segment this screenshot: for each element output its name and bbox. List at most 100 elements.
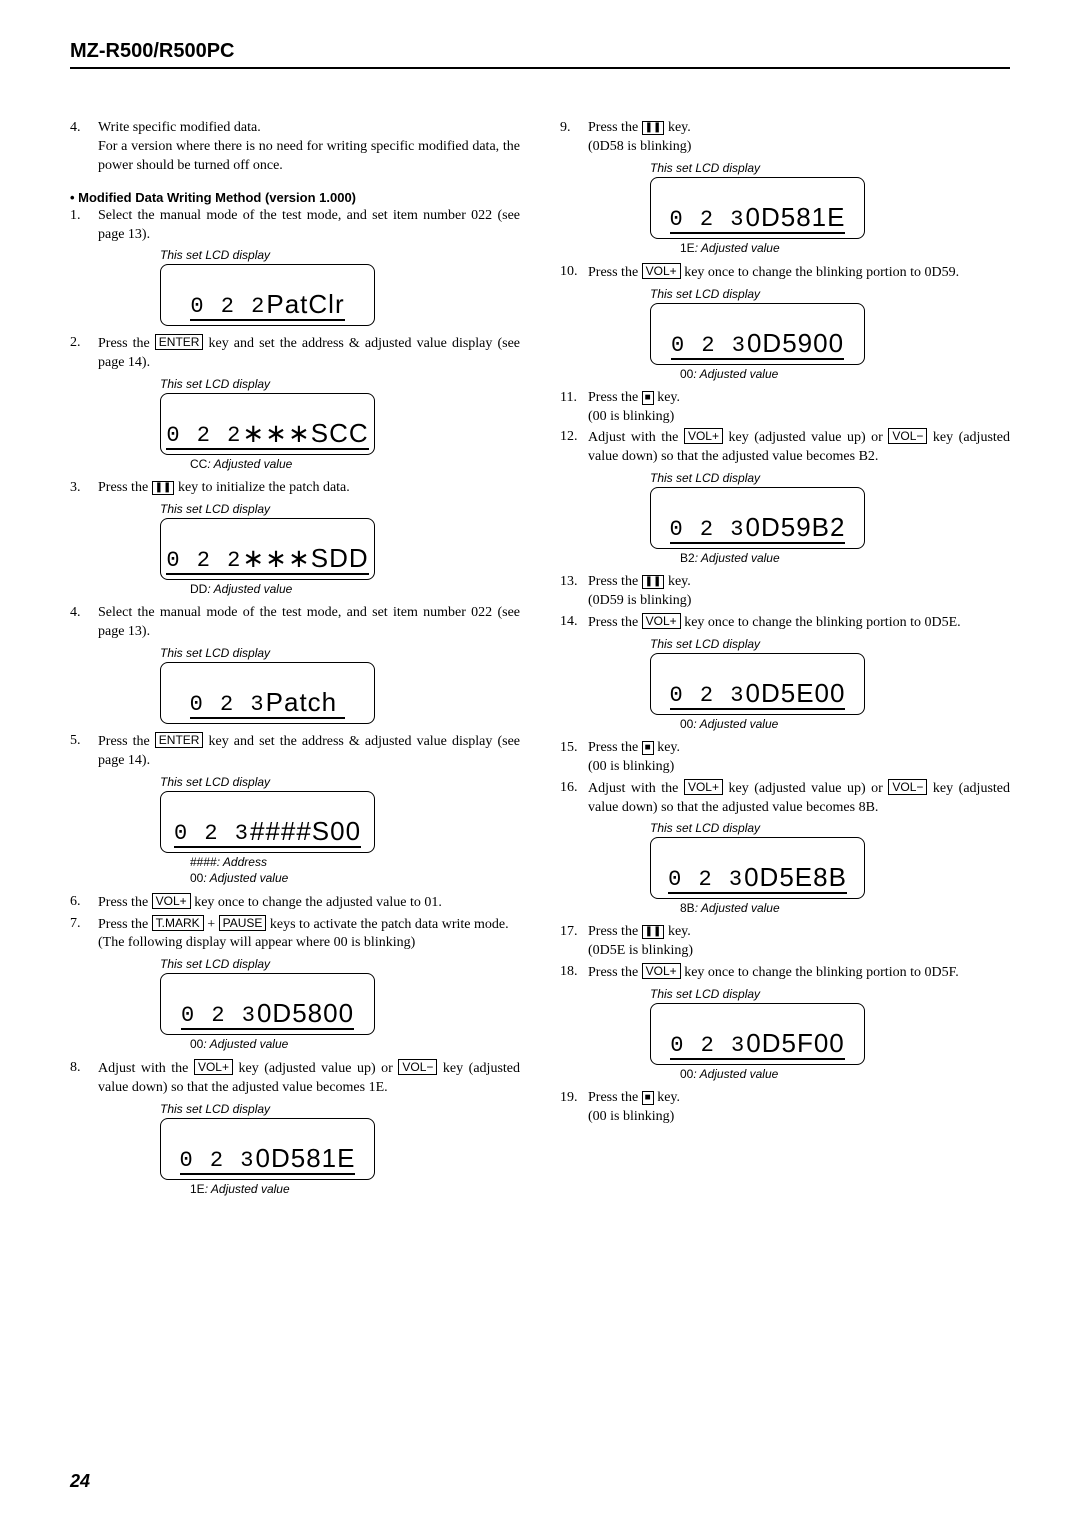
lcd-main: ####S00 [250,816,361,846]
step-number: 19. [560,1089,588,1127]
lcd-caption: This set LCD display [160,957,520,971]
lcd-main: ∗∗∗SDD [242,543,368,573]
lcd-note: 00: Adjusted value [680,717,1010,731]
lcd-display: 0 2 30D5900 [650,303,865,365]
step-4-intro: 4. Write specific modified data. For a v… [70,119,520,176]
step-number: 16. [560,779,588,818]
step-13: 13. Press the ❚❚ key.(0D59 is blinking) [560,573,1010,611]
lcd-block: This set LCD display 0 2 2PatClr [160,248,520,326]
lcd-caption: This set LCD display [160,775,520,789]
step-text: key to initialize the patch data. [174,480,349,495]
lcd-main: 0D581E [746,202,846,232]
step-number: 8. [70,1059,98,1098]
key-vol-plus: VOL+ [684,428,723,444]
step-6: 6. Press the VOL+ key once to change the… [70,893,520,913]
key-vol-minus: VOL− [398,1059,437,1075]
step-text: Press the [588,1090,642,1105]
step-text: Select the manual mode of the test mode,… [98,207,520,245]
right-column: 9. Press the ❚❚ key.(0D58 is blinking) T… [560,119,1010,1204]
lcd-caption: This set LCD display [650,637,1010,651]
step-text: Press the [98,734,155,749]
left-column: 4. Write specific modified data. For a v… [70,119,520,1204]
lcd-note: ####: Address [190,855,520,869]
lcd-note: 00: Adjusted value [680,367,1010,381]
lcd-block: This set LCD display 0 2 30D5F00 00: Adj… [650,987,1010,1081]
step-text: Press the [588,120,642,135]
step-number: 9. [560,119,588,157]
pause-icon: ❚❚ [642,575,665,589]
lcd-main: 0D5900 [747,328,844,358]
lcd-block: This set LCD display 0 2 3####S00 ####: … [160,775,520,885]
stop-icon: ■ [642,391,654,405]
lcd-caption: This set LCD display [650,287,1010,301]
step-text: key. [664,924,690,939]
lcd-display: 0 2 2∗∗∗SCC [160,393,375,455]
step-number: 4. [70,119,98,176]
step-number: 11. [560,389,588,427]
lcd-prefix: 0 2 3 [180,1148,256,1173]
page-number: 24 [70,1471,90,1492]
lcd-note: 00: Adjusted value [190,871,520,885]
step-17: 17. Press the ❚❚ key.(0D5E is blinking) [560,923,1010,961]
lcd-block: This set LCD display 0 2 30D581E 1E: Adj… [650,161,1010,255]
lcd-display: 0 2 30D5E8B [650,837,865,899]
step-15: 15. Press the ■ key.(00 is blinking) [560,739,1010,777]
lcd-caption: This set LCD display [160,248,520,262]
stop-icon: ■ [642,1091,654,1105]
key-vol-plus: VOL+ [152,893,191,909]
step-text: For a version where there is no need for… [98,139,520,173]
lcd-main: 0D5E8B [744,862,847,892]
step-text: Press the [98,480,152,495]
step-text: Write specific modified data. [98,120,261,135]
lcd-note: 00: Adjusted value [190,1037,520,1051]
step-10: 10. Press the VOL+ key once to change th… [560,263,1010,283]
lcd-display: 0 2 30D5800 [160,973,375,1035]
lcd-note: B2: Adjusted value [680,551,1010,565]
step-2: 2. Press the ENTER key and set the addre… [70,334,520,373]
lcd-prefix: 0 2 2 [166,548,242,573]
page-header: MZ-R500/R500PC [70,40,1010,69]
step-1: 1. Select the manual mode of the test mo… [70,207,520,245]
lcd-display: 0 2 30D581E [650,177,865,239]
lcd-prefix: 0 2 3 [670,517,746,542]
lcd-caption: This set LCD display [650,471,1010,485]
key-vol-plus: VOL+ [642,613,681,629]
step-number: 3. [70,479,98,498]
step-text: key. [654,740,680,755]
step-number: 4. [70,604,98,642]
step-text: Press the [98,917,152,932]
step-16: 16. Adjust with the VOL+ key (adjusted v… [560,779,1010,818]
step-14: 14. Press the VOL+ key once to change th… [560,613,1010,633]
step-text: Press the [588,265,642,280]
lcd-prefix: 0 2 3 [668,867,744,892]
step-text: keys to activate the patch data write mo… [266,917,508,932]
lcd-prefix: 0 2 2 [166,423,242,448]
step-text: key. [654,390,680,405]
step-19: 19. Press the ■ key.(00 is blinking) [560,1089,1010,1127]
step-text: Press the [98,336,155,351]
lcd-main: Patch [266,687,338,717]
lcd-prefix: 0 2 3 [670,1033,746,1058]
step-text: (0D59 is blinking) [588,593,691,608]
lcd-caption: This set LCD display [160,502,520,516]
lcd-display: 0 2 2PatClr [160,264,375,326]
lcd-note: 00: Adjusted value [680,1067,1010,1081]
step-text: key once to change the adjusted value to… [191,895,442,910]
lcd-main: PatClr [266,289,344,319]
lcd-display: 0 2 30D5E00 [650,653,865,715]
step-text: (The following display will appear where… [98,935,415,950]
step-text: key. [664,574,690,589]
step-number: 18. [560,963,588,983]
lcd-block: This set LCD display 0 2 30D581E 1E: Adj… [160,1102,520,1196]
step-text: (0D5E is blinking) [588,943,693,958]
lcd-main: ∗∗∗SCC [242,418,368,448]
lcd-caption: This set LCD display [160,1102,520,1116]
step-text: + [204,917,219,932]
lcd-caption: This set LCD display [160,646,520,660]
lcd-display: 0 2 30D5F00 [650,1003,865,1065]
step-9: 9. Press the ❚❚ key.(0D58 is blinking) [560,119,1010,157]
lcd-block: This set LCD display 0 2 30D5800 00: Adj… [160,957,520,1051]
step-text: key. [654,1090,680,1105]
lcd-note: DD: Adjusted value [190,582,520,596]
key-vol-plus: VOL+ [642,263,681,279]
